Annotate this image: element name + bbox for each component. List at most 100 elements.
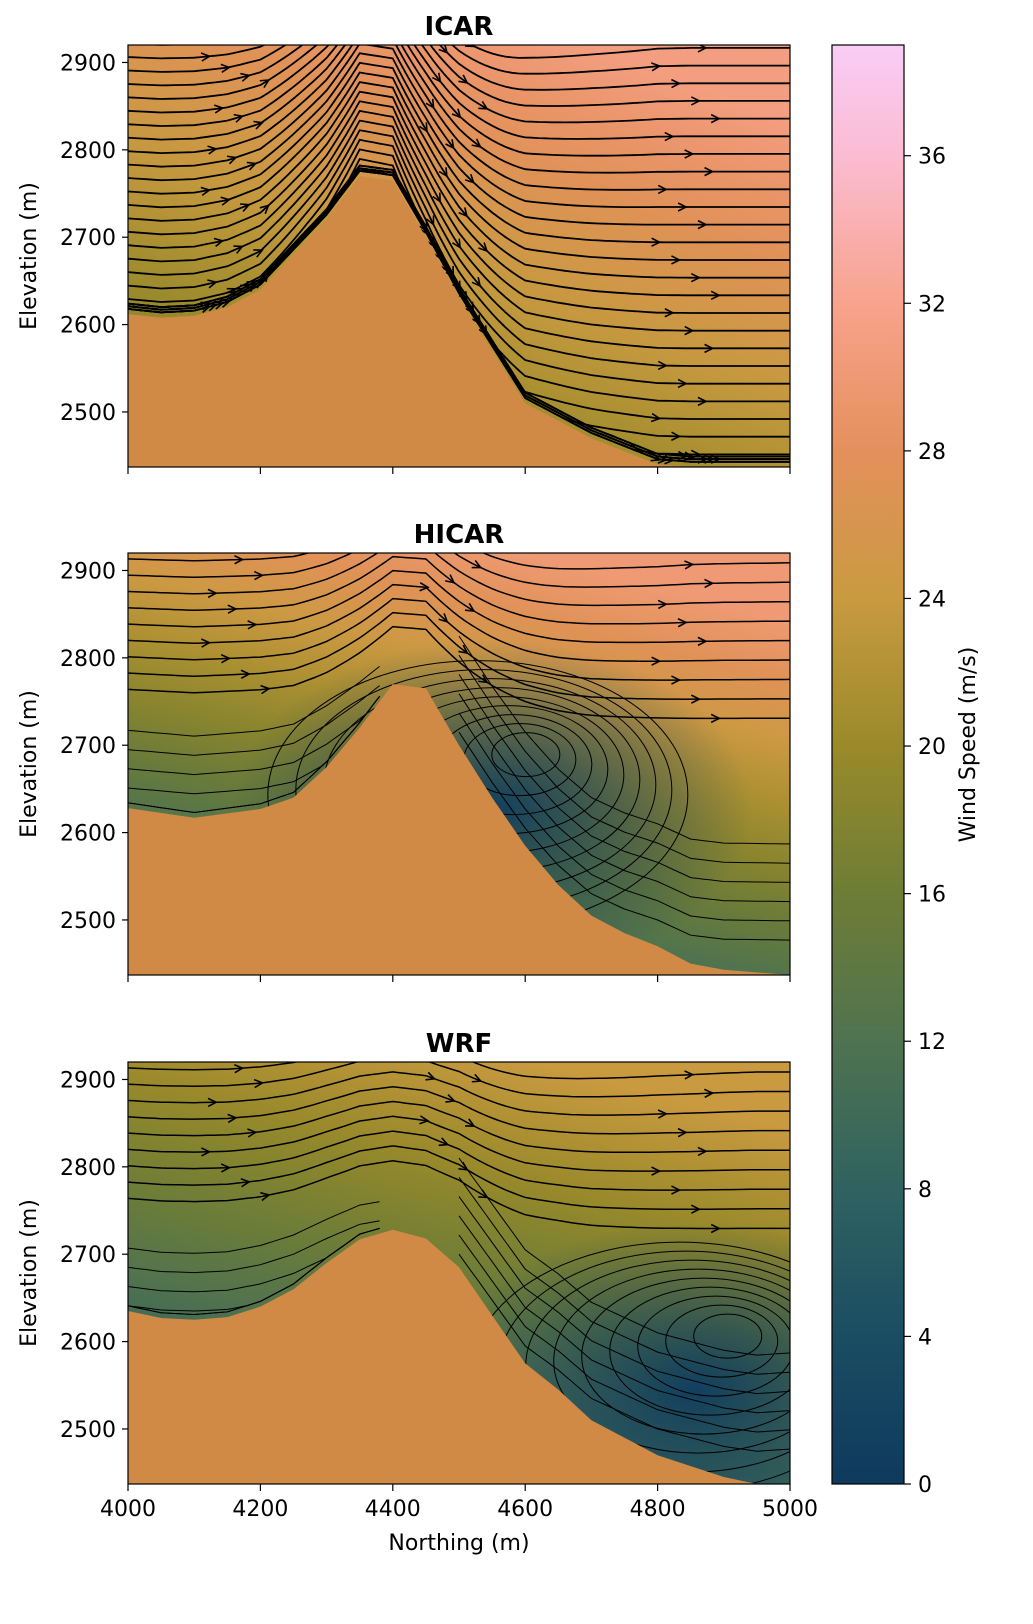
streamline-arrow	[471, 559, 483, 569]
streamline	[128, 148, 790, 403]
recirculation-streamline	[458, 712, 790, 922]
recirculation-streamline	[458, 635, 790, 845]
streamline	[128, 583, 790, 662]
streamline-arrow	[478, 100, 489, 110]
streamline-arrow	[451, 108, 462, 119]
streamline-arrow	[253, 120, 264, 130]
streamline-arrow	[438, 1137, 450, 1147]
streamline	[141, 45, 790, 59]
streamline-arrow	[650, 62, 662, 72]
streamline-arrow	[253, 249, 264, 258]
streamline-arrow	[226, 287, 238, 297]
streamline-arrow	[465, 1118, 476, 1127]
streamline-arrow	[697, 219, 708, 230]
streamline-arrow	[247, 620, 258, 630]
panel-title: WRF	[426, 1029, 492, 1059]
streamline-arrow	[710, 113, 721, 124]
streamline-arrow	[220, 653, 232, 664]
y-tick-label: 2900	[60, 559, 116, 584]
terrain	[128, 1229, 790, 1484]
streamline	[128, 119, 790, 350]
streamline-arrow	[438, 167, 448, 178]
streamline-arrow	[227, 604, 238, 614]
streamline-arrow	[233, 113, 245, 123]
recirculation-streamline	[458, 1253, 790, 1452]
panel-title: HICAR	[414, 520, 505, 550]
streamline-arrow	[240, 669, 251, 679]
y-tick-label: 2600	[60, 822, 116, 847]
streamline-arrow	[684, 560, 695, 570]
streamline	[128, 81, 790, 279]
streamline	[128, 129, 790, 367]
streamline-arrow	[710, 713, 721, 724]
streamline-arrow	[664, 131, 675, 142]
streamline	[128, 555, 790, 625]
panel-icar: 2500 2600 2700 2800 2900 ICAR Elevation (m)	[17, 12, 791, 474]
streamline	[128, 45, 790, 157]
streamline	[128, 1100, 790, 1154]
streamline	[128, 45, 790, 140]
y-axis-label: Elevation (m)	[17, 690, 42, 838]
streamline	[128, 61, 790, 244]
y-tick-label: 2700	[60, 226, 116, 251]
streamline-arrow	[458, 644, 469, 655]
streamline	[128, 109, 790, 332]
streamline-arrow	[226, 155, 238, 165]
streamline	[128, 611, 790, 700]
streamline-arrow	[445, 1093, 456, 1103]
streamline-arrow	[651, 237, 662, 247]
streamline-arrow	[657, 599, 669, 610]
x-tick-label: 4600	[497, 1497, 553, 1522]
streamline-arrow	[261, 522, 269, 530]
vortex-streamline	[693, 1313, 763, 1359]
terrain	[128, 176, 790, 467]
recirculation-streamline	[458, 654, 790, 864]
streamline-arrow	[465, 45, 476, 48]
streamline-arrow	[684, 149, 695, 159]
streamline-arrow	[445, 574, 456, 584]
streamline	[128, 666, 380, 737]
streamline-arrow	[711, 1031, 719, 1039]
axes-frame	[127, 552, 791, 976]
colorbar-tick-label: 20	[918, 735, 946, 760]
vortex-streamline	[637, 1295, 790, 1397]
recirculation-streamline	[458, 1196, 790, 1395]
streamline-arrow	[432, 192, 441, 204]
streamline-arrow	[690, 1204, 702, 1214]
streamline-arrow	[227, 1113, 238, 1124]
streamline-arrow	[418, 222, 428, 233]
streamline-arrow	[677, 378, 688, 389]
recirculation-streamline	[458, 693, 790, 903]
colorbar-tick-label: 28	[918, 440, 946, 465]
streamline-arrow	[220, 1163, 232, 1173]
streamline-arrow	[207, 588, 218, 599]
streamline	[128, 138, 790, 385]
streamline-arrow	[651, 1166, 662, 1176]
streamline-arrow	[261, 1030, 270, 1039]
streamline-arrow	[233, 1063, 245, 1074]
streamline-arrow	[677, 202, 688, 212]
streamline	[128, 1115, 790, 1172]
vortex-streamline	[581, 1277, 790, 1435]
streamline-arrow	[260, 1191, 271, 1202]
streamline-arrow	[657, 1109, 669, 1119]
x-tick-label: 4800	[630, 1497, 686, 1522]
streamline-arrow	[215, 1049, 223, 1057]
streamline-arrow	[259, 204, 270, 215]
streamline	[128, 45, 790, 75]
streamline-arrow	[458, 207, 469, 218]
streamline-arrow	[200, 52, 212, 62]
streamline	[128, 1071, 790, 1116]
axes-frame	[127, 44, 791, 468]
axes-frame	[127, 1061, 791, 1485]
streamline-arrow	[200, 186, 212, 196]
streamline-arrow	[247, 31, 257, 41]
streamline	[128, 625, 790, 720]
y-tick-label: 2500	[60, 1418, 116, 1443]
panel-wrf: 2500 2600 2700 2800 2900 4000 4200 4400 4600 4800…	[17, 1029, 818, 1556]
streamline-arrow	[671, 1185, 682, 1195]
colorbar-tick-label: 4	[918, 1325, 932, 1350]
streamline	[128, 45, 790, 191]
streamline-arrow	[704, 166, 715, 177]
streamline-arrow	[208, 12, 217, 21]
